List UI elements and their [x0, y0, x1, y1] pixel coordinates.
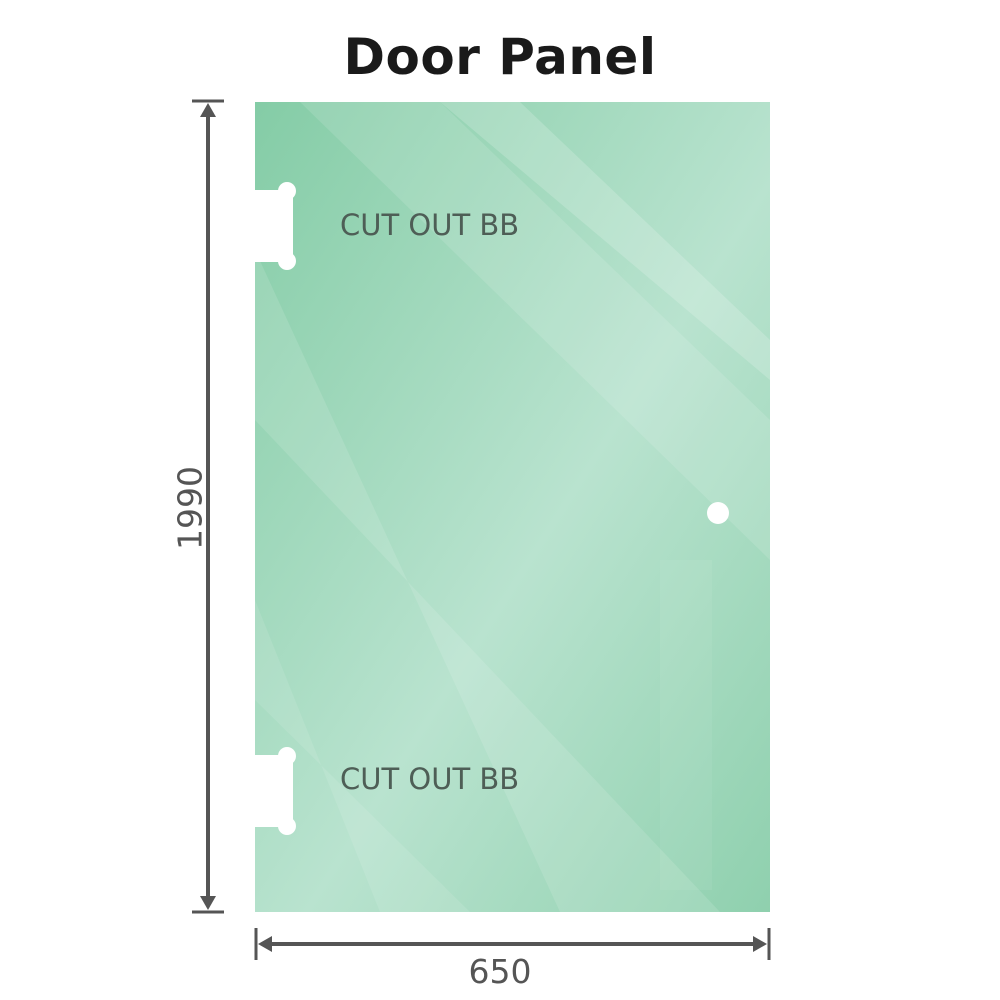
height-dimension	[192, 99, 224, 914]
width-dimension	[254, 928, 771, 960]
cutout-label-top: CUT OUT BB	[340, 208, 520, 242]
cutout-label-bottom: CUT OUT BB	[340, 762, 520, 796]
glass-panel	[255, 102, 770, 912]
width-label: 650	[468, 952, 532, 991]
height-label: 1990	[170, 466, 210, 550]
diagram-title: Door Panel	[343, 28, 657, 86]
